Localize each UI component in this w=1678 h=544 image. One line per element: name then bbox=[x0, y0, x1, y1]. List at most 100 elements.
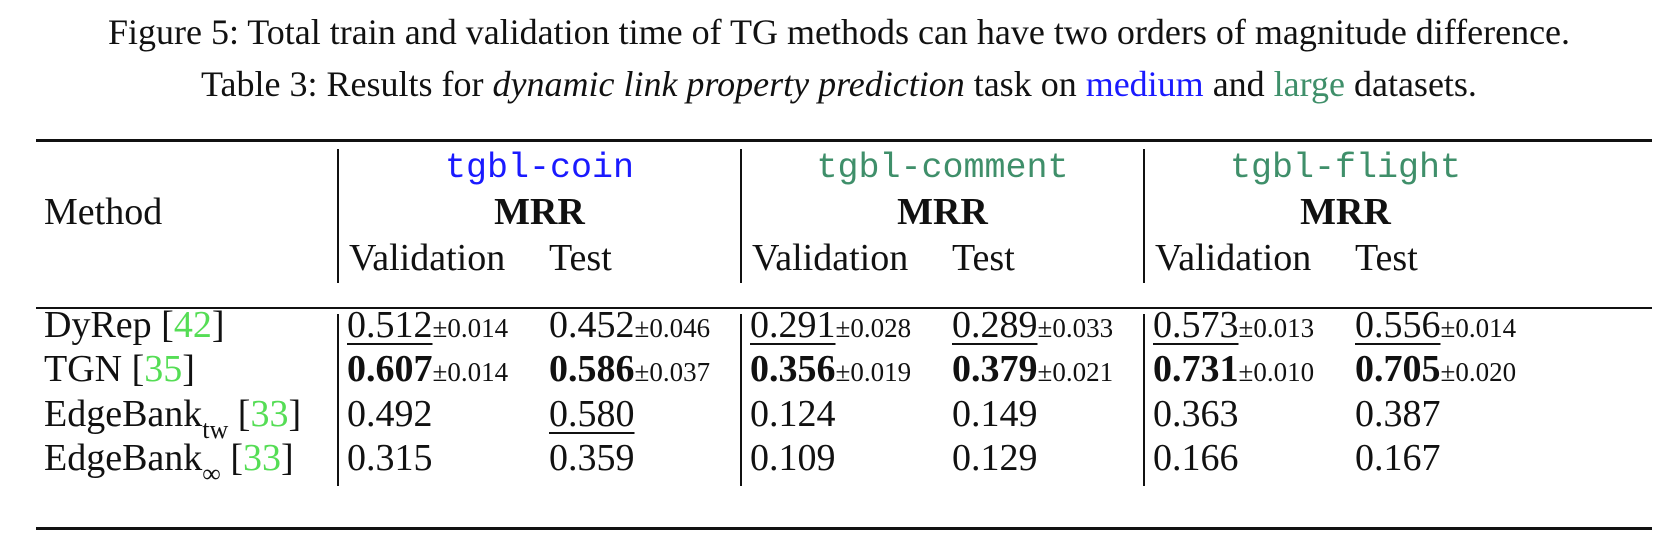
citation-link[interactable]: 42 bbox=[173, 304, 212, 346]
cell-value: 0.166 bbox=[1153, 437, 1239, 479]
table-cell: 0.586±0.037 bbox=[549, 347, 710, 394]
method-label: EdgeBank bbox=[44, 393, 203, 435]
cell-value: 0.109 bbox=[750, 437, 836, 479]
cell-std: ±0.013 bbox=[1238, 313, 1315, 343]
figure-caption-text: Figure 5: Total train and validation tim… bbox=[107, 12, 1571, 52]
method-label: DyRep bbox=[44, 304, 152, 346]
table-caption-mid: task on bbox=[964, 64, 1086, 104]
column-separator bbox=[337, 314, 339, 486]
method-name: EdgeBanktw [33] bbox=[44, 393, 302, 444]
cell-std: ±0.020 bbox=[1440, 357, 1517, 387]
cell-value: 0.452 bbox=[549, 304, 635, 346]
cell-std: ±0.028 bbox=[835, 313, 912, 343]
cell-value: 0.379 bbox=[952, 348, 1038, 390]
cell-std: ±0.014 bbox=[432, 357, 509, 387]
cell-value: 0.363 bbox=[1153, 393, 1239, 435]
cell-std: ±0.014 bbox=[432, 313, 509, 343]
cell-std: ±0.033 bbox=[1037, 313, 1114, 343]
table-cell: 0.167 bbox=[1355, 436, 1441, 480]
cell-value: 0.512 bbox=[347, 304, 433, 346]
table-cell: 0.109 bbox=[750, 436, 836, 480]
table-cell: 0.149 bbox=[952, 392, 1038, 436]
cell-std: ±0.010 bbox=[1238, 357, 1315, 387]
citation-link[interactable]: 33 bbox=[250, 393, 289, 435]
column-separator bbox=[740, 314, 742, 486]
method-label: TGN bbox=[44, 348, 123, 390]
table-cell: 0.705±0.020 bbox=[1355, 347, 1516, 394]
cell-value: 0.607 bbox=[347, 348, 433, 390]
cell-value: 0.573 bbox=[1153, 304, 1239, 346]
dataset-name-tgbl-comment: tgbl-comment bbox=[816, 148, 1069, 188]
cell-value: 0.291 bbox=[750, 304, 836, 346]
method-name: EdgeBank∞ [33] bbox=[44, 437, 294, 488]
table-caption-and: and bbox=[1203, 64, 1274, 104]
cell-std: ±0.019 bbox=[835, 357, 912, 387]
split-header-validation: Validation bbox=[349, 237, 506, 279]
table-caption-medium: medium bbox=[1085, 64, 1204, 104]
method-label: EdgeBank bbox=[44, 437, 203, 479]
table-cell: 0.315 bbox=[347, 436, 433, 480]
table-cell: 0.731±0.010 bbox=[1153, 347, 1314, 394]
cell-value: 0.492 bbox=[347, 393, 433, 435]
cell-value: 0.586 bbox=[549, 348, 635, 390]
split-header-test: Test bbox=[952, 237, 1015, 279]
split-header-test: Test bbox=[549, 237, 612, 279]
split-header-test: Test bbox=[1355, 237, 1418, 279]
cell-value: 0.149 bbox=[952, 393, 1038, 435]
split-header-validation: Validation bbox=[752, 237, 909, 279]
dataset-name-tgbl-flight: tgbl-flight bbox=[1229, 148, 1462, 188]
table-top-rule bbox=[36, 139, 1652, 142]
table-cell: 0.379±0.021 bbox=[952, 347, 1113, 394]
table-caption-large: large bbox=[1273, 64, 1345, 104]
table-cell: 0.356±0.019 bbox=[750, 347, 911, 394]
table-caption-suffix: datasets. bbox=[1344, 64, 1477, 104]
column-separator bbox=[1143, 149, 1145, 283]
method-subscript: ∞ bbox=[202, 459, 221, 488]
cell-value: 0.387 bbox=[1355, 393, 1441, 435]
table-mid-rule bbox=[36, 307, 1652, 309]
column-separator bbox=[740, 149, 742, 283]
metric-header: MRR bbox=[1300, 191, 1391, 233]
table-cell: 0.129 bbox=[952, 436, 1038, 480]
table-cell: 0.291±0.028 bbox=[750, 303, 911, 350]
cell-std: ±0.021 bbox=[1037, 357, 1114, 387]
method-subscript: tw bbox=[202, 415, 229, 444]
cell-value: 0.124 bbox=[750, 393, 836, 435]
table-cell: 0.124 bbox=[750, 392, 836, 436]
figure-caption: Figure 5: Total train and validation tim… bbox=[0, 10, 1678, 54]
cell-std: ±0.014 bbox=[1440, 313, 1517, 343]
cell-value: 0.556 bbox=[1355, 304, 1441, 346]
cell-value: 0.580 bbox=[549, 393, 635, 435]
cell-value: 0.289 bbox=[952, 304, 1038, 346]
citation-link[interactable]: 33 bbox=[243, 437, 281, 479]
cell-std: ±0.046 bbox=[634, 313, 711, 343]
table-caption: Table 3: Results for dynamic link proper… bbox=[0, 62, 1678, 106]
table-cell: 0.387 bbox=[1355, 392, 1441, 436]
table-cell: 0.359 bbox=[549, 436, 635, 480]
table-cell: 0.512±0.014 bbox=[347, 303, 508, 350]
column-separator bbox=[337, 149, 339, 283]
table-cell: 0.580 bbox=[549, 392, 635, 436]
table-cell: 0.556±0.014 bbox=[1355, 303, 1516, 350]
cell-value: 0.705 bbox=[1355, 348, 1441, 390]
table-cell: 0.573±0.013 bbox=[1153, 303, 1314, 350]
method-name: DyRep [42] bbox=[44, 304, 225, 346]
table-bottom-rule bbox=[36, 527, 1652, 530]
table-cell: 0.492 bbox=[347, 392, 433, 436]
cell-std: ±0.037 bbox=[634, 357, 711, 387]
column-separator bbox=[1143, 314, 1145, 486]
method-name: TGN [35] bbox=[44, 348, 195, 390]
table-cell: 0.166 bbox=[1153, 436, 1239, 480]
citation-link[interactable]: 35 bbox=[144, 348, 183, 390]
metric-header: MRR bbox=[494, 191, 585, 233]
table-cell: 0.363 bbox=[1153, 392, 1239, 436]
cell-value: 0.731 bbox=[1153, 348, 1239, 390]
cell-value: 0.129 bbox=[952, 437, 1038, 479]
metric-header: MRR bbox=[897, 191, 988, 233]
split-header-validation: Validation bbox=[1155, 237, 1312, 279]
dataset-name-tgbl-coin: tgbl-coin bbox=[444, 148, 635, 188]
cell-value: 0.167 bbox=[1355, 437, 1441, 479]
cell-value: 0.315 bbox=[347, 437, 433, 479]
cell-value: 0.356 bbox=[750, 348, 836, 390]
table-caption-task: dynamic link property prediction bbox=[492, 64, 965, 104]
